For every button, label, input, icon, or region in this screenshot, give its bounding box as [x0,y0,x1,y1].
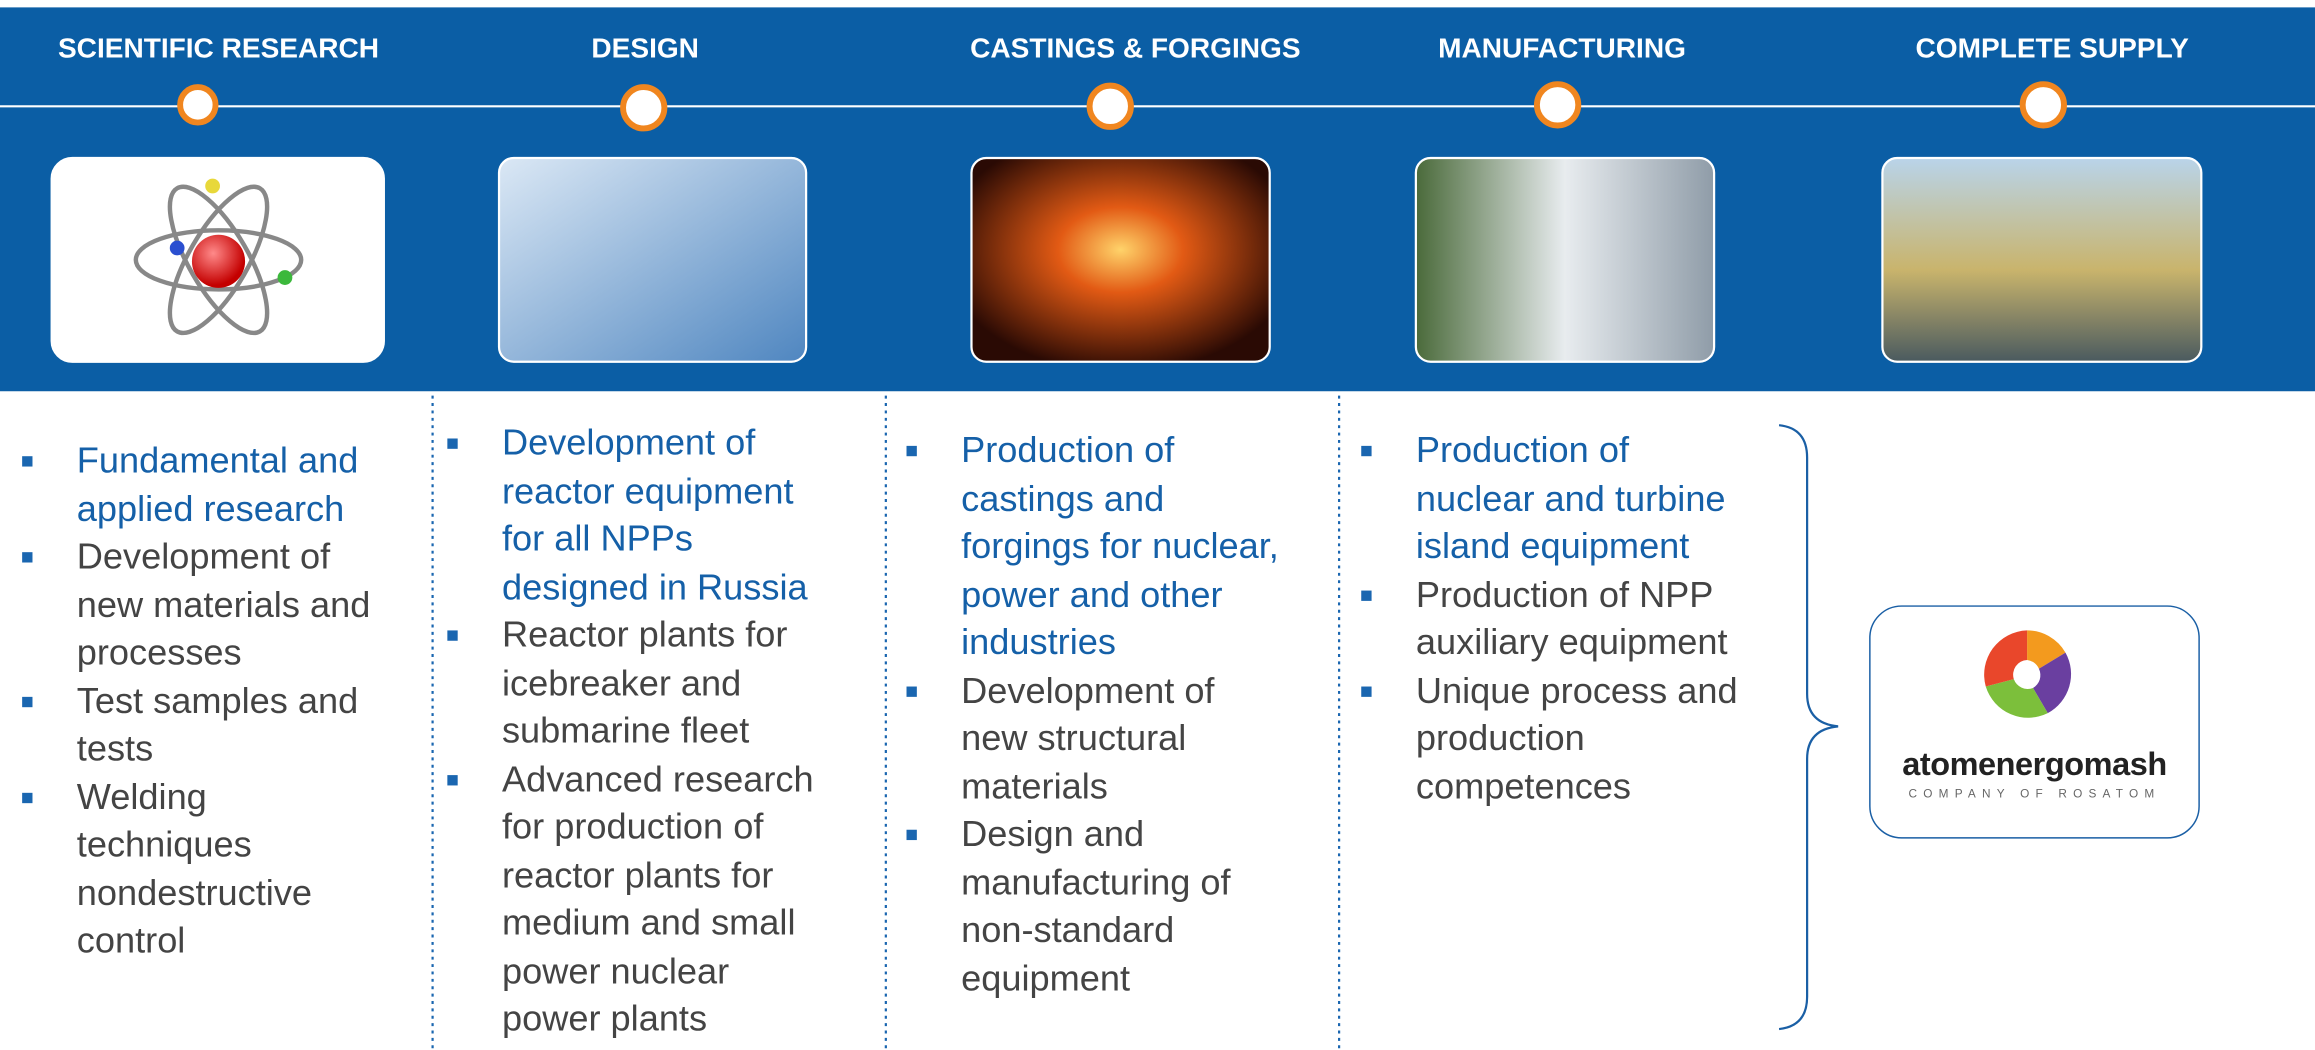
stage-item: Production of NPP auxiliary equipment [1361,572,1745,668]
slide: SCIENTIFIC RESEARCHDESIGN CASTINGS & FORG… [0,0,2315,1049]
logo-tagline: COMPANY OF ROSATOM [1871,787,2199,800]
stage-item: Reactor plants for icebreaker and submar… [447,613,816,757]
stage-item: Fundamental and applied research [22,438,376,534]
stage-title: COMPLETE SUPPLY [1831,34,2274,66]
stage-item: Development of new structural materials [907,668,1291,812]
stage-item: Test samples and tests [22,678,376,774]
stage-item: Production of castings and forgings for … [907,428,1291,668]
stage-items: Production of castings and forgings for … [907,428,1291,1004]
stage-item: Development of reactor equipment for all… [447,421,816,613]
stage-items: Development of reactor equipment for all… [447,421,816,1045]
logo-box: atomenergomash COMPANY OF ROSATOM [1869,605,2200,838]
logo-name: atomenergomash [1871,746,2199,784]
stage-title: SCIENTIFIC RESEARCH [0,34,440,66]
stage-item: Development of new materials and process… [22,534,376,678]
brace [1779,425,1838,1029]
stage-item: Unique process and production competence… [1361,668,1745,812]
stage-title: CASTINGS & FORGINGS [914,34,1357,66]
stage-title: DESIGN [424,34,867,66]
stage-items: Production of nuclear and turbine island… [1361,428,1745,812]
stage-item: Production of nuclear and turbine island… [1361,428,1745,572]
stage-item: Welding techniques nondestructive contro… [22,774,376,966]
stage-item: Design and manufacturing of non-standard… [907,812,1291,1004]
stage-title: MANUFACTURING [1341,34,1784,66]
stage-item: Advanced research for production of reac… [447,757,816,1045]
